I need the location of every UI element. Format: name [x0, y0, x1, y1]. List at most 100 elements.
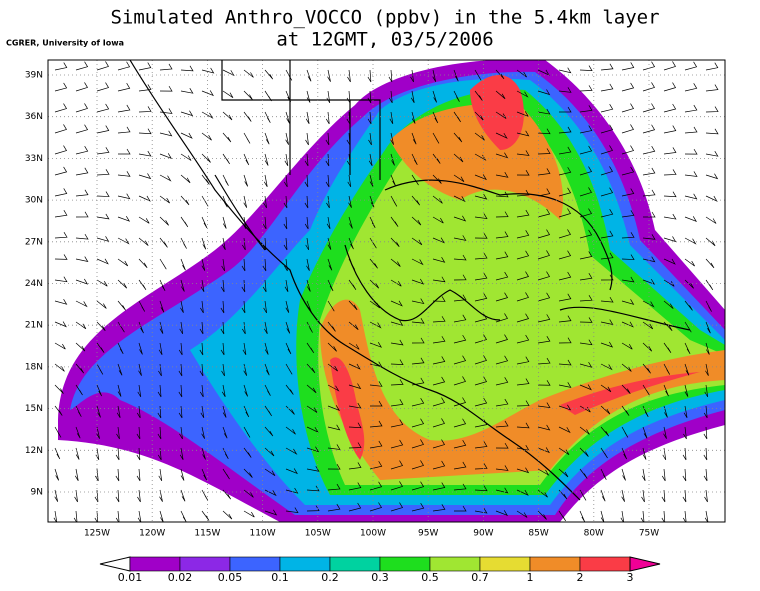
wind-barb: [138, 237, 149, 246]
wind-barb: [579, 208, 593, 218]
wind-barb: [642, 189, 656, 197]
wind-barb: [453, 397, 467, 407]
wind-barb: [368, 132, 372, 146]
wind-barb: [663, 426, 667, 439]
wind-barb: [495, 377, 509, 386]
wind-barb: [390, 481, 403, 491]
wind-barb: [621, 321, 634, 328]
wind-barb: [285, 468, 298, 475]
wind-barb: [495, 191, 509, 198]
wind-barb: [180, 279, 185, 292]
wind-barb: [348, 258, 356, 270]
wind-barb: [705, 237, 716, 247]
graticule: [48, 60, 725, 522]
wind-barb: [516, 169, 530, 176]
wind-barb: [222, 489, 232, 500]
wind-barb: [348, 195, 352, 208]
wind-barb: [117, 104, 131, 113]
wind-barb: [388, 69, 393, 83]
wind-barb: [411, 460, 425, 470]
wind-barb: [641, 489, 645, 503]
wind-barb: [116, 405, 121, 418]
wind-barb: [178, 342, 183, 356]
wind-barb: [306, 258, 310, 271]
wind-barb: [474, 213, 488, 220]
wind-barb: [369, 400, 383, 407]
wind-barb: [495, 334, 509, 344]
wind-barb: [703, 405, 708, 419]
wind-barb: [200, 300, 204, 314]
wind-barb: [117, 171, 131, 177]
wind-barb: [180, 174, 191, 184]
wind-barb: [579, 145, 593, 155]
wind-barb: [537, 510, 547, 520]
wind-barb: [264, 153, 269, 166]
wind-barb: [138, 258, 148, 269]
wind-barb: [516, 378, 530, 386]
wind-barb: [158, 363, 162, 377]
wind-barb: [117, 61, 131, 71]
wind-barb: [201, 174, 210, 185]
colorbar-label: 0.02: [168, 571, 193, 584]
wind-barb: [201, 67, 215, 74]
wind-barb: [390, 174, 396, 187]
wind-barb: [220, 342, 225, 356]
wind-barb: [663, 321, 673, 332]
wind-barb: [137, 510, 142, 522]
wind-barb: [389, 111, 394, 125]
wind-barb: [703, 468, 708, 482]
wind-barb: [663, 258, 676, 265]
colorbar-label: 0.3: [371, 571, 389, 584]
lon-label: 75W: [639, 529, 659, 539]
wind-barb: [600, 384, 612, 393]
wind-barb: [117, 342, 124, 354]
wind-barb: [264, 132, 270, 145]
wind-barb: [516, 130, 530, 137]
wind-barb: [75, 278, 89, 285]
wind-barb: [663, 191, 677, 198]
wind-barb: [138, 342, 143, 355]
wind-barb: [369, 440, 383, 449]
wind-barb: [369, 502, 383, 512]
wind-barb: [305, 111, 310, 124]
wind-barb: [201, 153, 211, 163]
wind-barb: [54, 426, 62, 438]
wind-barb: [305, 237, 310, 251]
wind-barb: [117, 148, 131, 155]
wind-barb: [75, 124, 89, 134]
wind-barb: [242, 342, 247, 356]
wind-barb: [326, 216, 331, 230]
wind-barb: [411, 195, 421, 206]
colorbar-segment: [179, 556, 231, 572]
wind-barb: [262, 258, 267, 272]
lat-label: 15N: [25, 404, 43, 414]
wind-barb: [117, 193, 131, 200]
wind-barb: [705, 342, 710, 355]
wind-barb: [474, 397, 488, 407]
wind-barb: [705, 62, 719, 71]
wind-barb: [663, 342, 672, 353]
wind-barb: [621, 254, 635, 260]
wind-barb: [117, 215, 131, 222]
wind-barb: [180, 216, 189, 228]
wind-barb: [662, 447, 667, 461]
wind-barb: [705, 258, 715, 269]
wind-barb: [432, 132, 440, 144]
wind-barb: [54, 188, 68, 197]
wind-barb: [621, 299, 635, 305]
wind-barb: [222, 405, 227, 418]
wind-barb: [347, 69, 351, 83]
wind-barb: [537, 402, 551, 409]
wind-barb: [137, 489, 141, 503]
wind-barb: [705, 106, 719, 113]
wind-barb: [537, 128, 551, 135]
wind-barb: [54, 405, 63, 416]
wind-barb: [180, 237, 187, 249]
wind-barb: [432, 153, 441, 164]
wind-barb: [621, 489, 625, 502]
wind-barb: [390, 237, 400, 247]
wind-barb: [390, 439, 404, 449]
wind-barb: [390, 359, 404, 365]
wind-barb: [54, 298, 68, 305]
wind-barb: [516, 422, 530, 429]
